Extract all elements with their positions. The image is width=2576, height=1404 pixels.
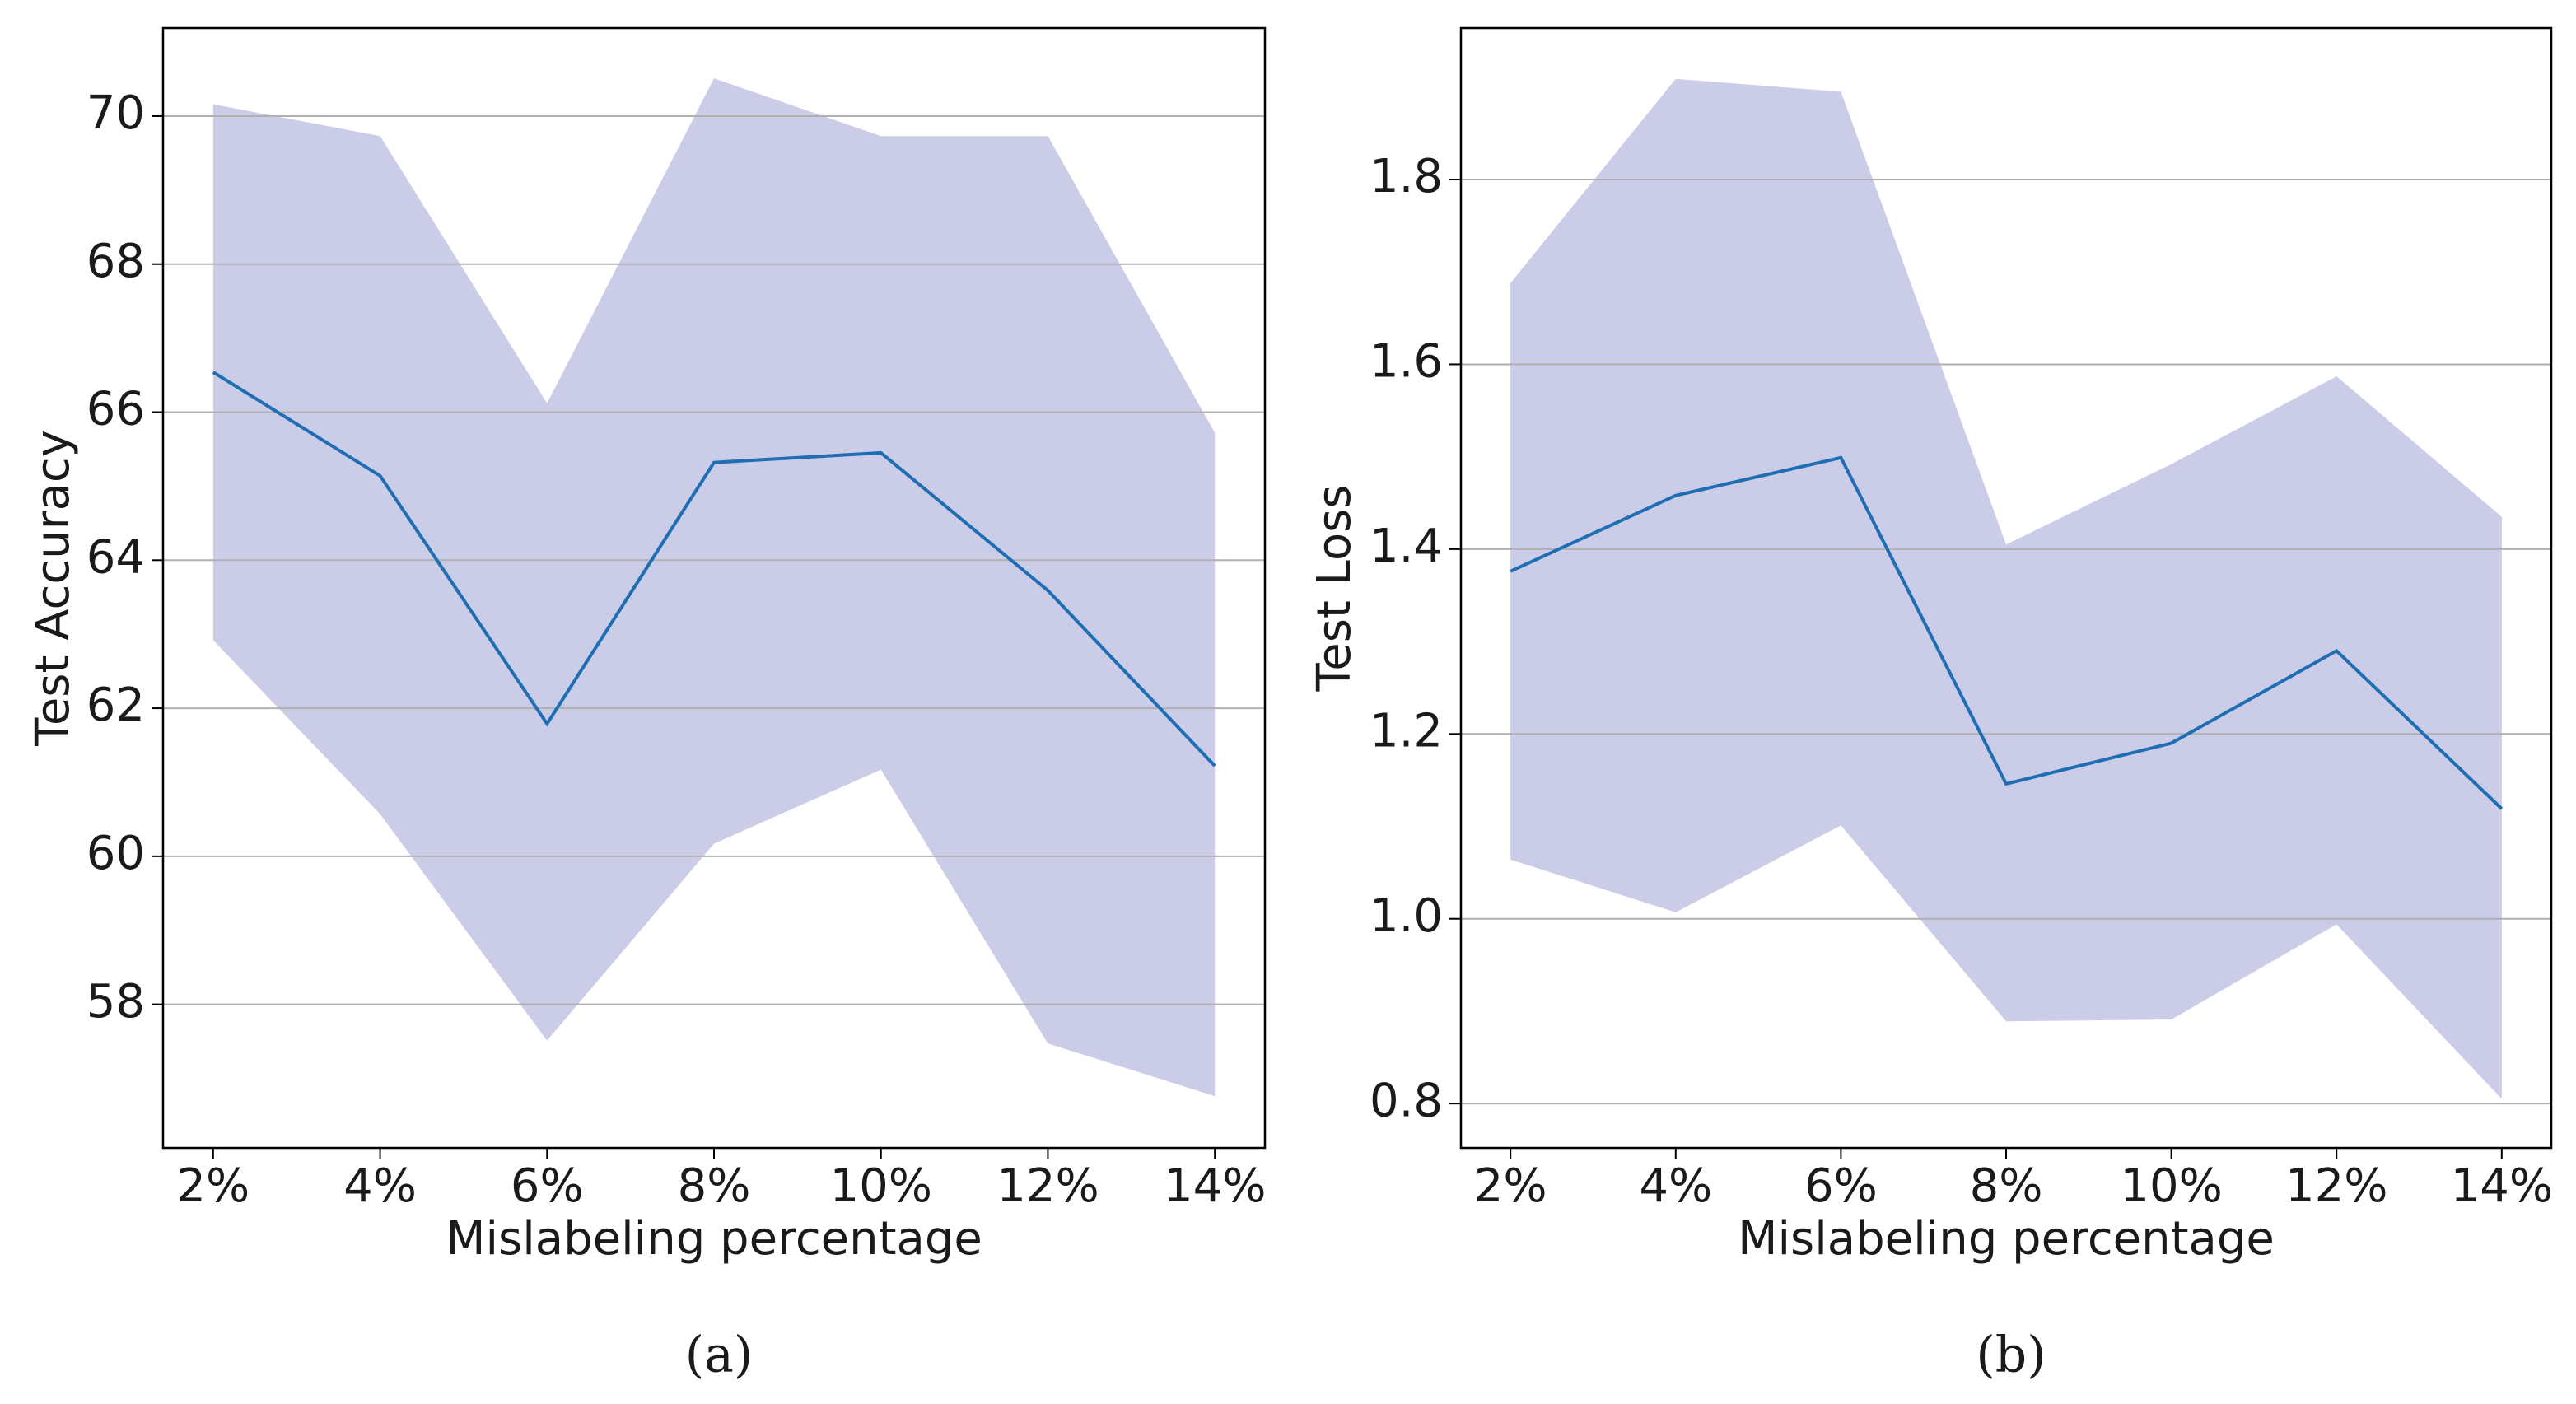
x-tick-label: 8% bbox=[678, 1159, 751, 1213]
x-tick-label: 8% bbox=[1970, 1159, 2043, 1213]
y-tick-label: 70 bbox=[86, 86, 145, 140]
y-tick-label: 1.4 bbox=[1370, 520, 1443, 573]
y-tick-label: 1.2 bbox=[1370, 704, 1443, 758]
mean-line bbox=[1510, 455, 2504, 810]
range-band bbox=[1510, 78, 2502, 1099]
x-tick-label: 4% bbox=[343, 1159, 417, 1213]
x-axis-label: Mislabeling percentage bbox=[446, 1212, 982, 1266]
y-tick-label: 68 bbox=[86, 235, 145, 288]
y-tick-label: 62 bbox=[86, 679, 145, 732]
x-tick-label: 14% bbox=[2451, 1159, 2553, 1213]
x-tick-label: 14% bbox=[1164, 1159, 1266, 1213]
y-tick-label: 1.6 bbox=[1370, 335, 1443, 389]
y-tick-label: 1.8 bbox=[1370, 150, 1443, 203]
x-tick-label: 6% bbox=[1804, 1159, 1878, 1213]
x-tick-label: 12% bbox=[996, 1159, 1099, 1213]
subfigure-caption: (b) bbox=[1976, 1327, 2046, 1384]
y-axis-label: Test Loss bbox=[1308, 485, 1361, 693]
subfigure-caption: (a) bbox=[685, 1327, 754, 1384]
mean-line bbox=[212, 371, 1216, 767]
x-tick-label: 4% bbox=[1639, 1159, 1712, 1213]
x-tick-label: 6% bbox=[511, 1159, 584, 1213]
x-tick-label: 10% bbox=[829, 1159, 931, 1213]
x-tick-label: 2% bbox=[176, 1159, 250, 1213]
y-tick-label: 60 bbox=[86, 827, 145, 880]
x-tick-label: 12% bbox=[2285, 1159, 2387, 1213]
x-tick-label: 2% bbox=[1474, 1159, 1547, 1213]
x-tick-label: 10% bbox=[2120, 1159, 2222, 1213]
y-tick-label: 58 bbox=[86, 975, 145, 1029]
y-axis-label: Test Accuracy bbox=[26, 430, 80, 747]
y-tick-label: 1.0 bbox=[1370, 889, 1443, 943]
range-band bbox=[212, 78, 1216, 1097]
x-axis-label: Mislabeling percentage bbox=[1738, 1212, 2275, 1266]
y-tick-label: 0.8 bbox=[1370, 1074, 1443, 1127]
y-tick-label: 66 bbox=[86, 383, 145, 436]
y-tick-label: 64 bbox=[86, 530, 145, 584]
